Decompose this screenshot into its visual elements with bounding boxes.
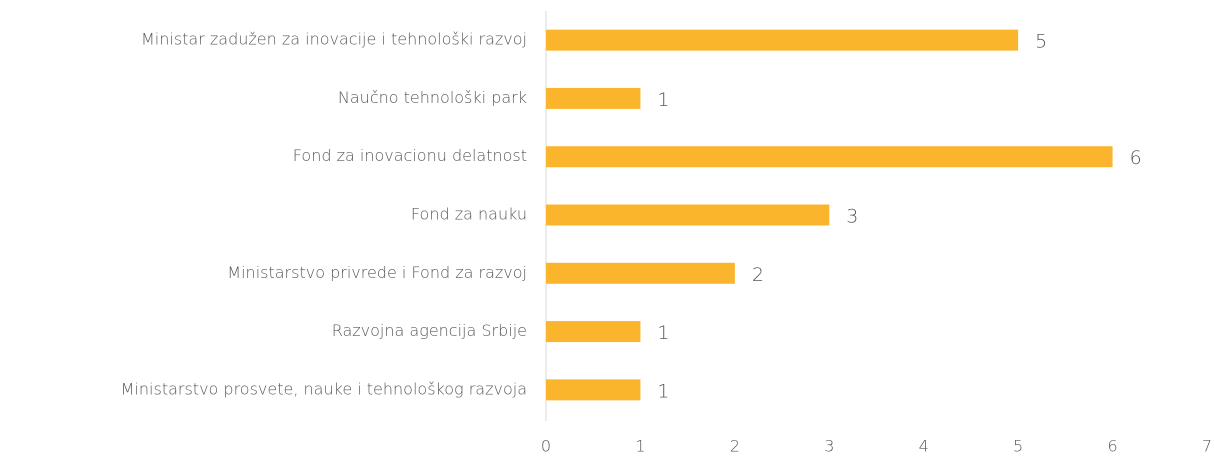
x-tick-label: 1 xyxy=(635,437,645,456)
value-label: 2 xyxy=(752,264,764,286)
bar xyxy=(546,262,735,284)
value-label: 6 xyxy=(1130,147,1142,169)
x-tick-label: 0 xyxy=(541,437,551,456)
y-tick-label: Ministarstvo privrede i Fond za razvoj xyxy=(227,263,527,282)
y-tick-label: Fond za inovacionu delatnost xyxy=(293,146,527,165)
y-tick-label: Ministarstvo prosvete, nauke i tehnološk… xyxy=(121,379,527,398)
value-label: 3 xyxy=(846,206,858,228)
bar xyxy=(546,87,641,109)
value-label: 1 xyxy=(657,89,669,111)
value-label: 1 xyxy=(657,380,669,402)
x-tick-label: 4 xyxy=(919,437,929,456)
x-tick-label: 3 xyxy=(824,437,834,456)
y-tick-label: Ministar zadužen za inovacije i tehnološ… xyxy=(141,30,527,49)
x-tick-label: 6 xyxy=(1107,437,1117,456)
value-label: 5 xyxy=(1035,31,1047,53)
x-tick-label: 5 xyxy=(1013,437,1023,456)
x-tick-label: 2 xyxy=(730,437,740,456)
x-tick-label: 7 xyxy=(1202,437,1212,456)
bar xyxy=(546,321,641,343)
y-tick-label: Fond za nauku xyxy=(411,205,527,224)
bar xyxy=(546,146,1113,168)
y-tick-label: Razvojna agencija Srbije xyxy=(332,321,527,340)
bar xyxy=(546,29,1019,51)
bar xyxy=(546,204,830,226)
bar xyxy=(546,379,641,401)
y-tick-label: Naučno tehnološki park xyxy=(338,88,527,107)
value-label: 1 xyxy=(657,322,669,344)
